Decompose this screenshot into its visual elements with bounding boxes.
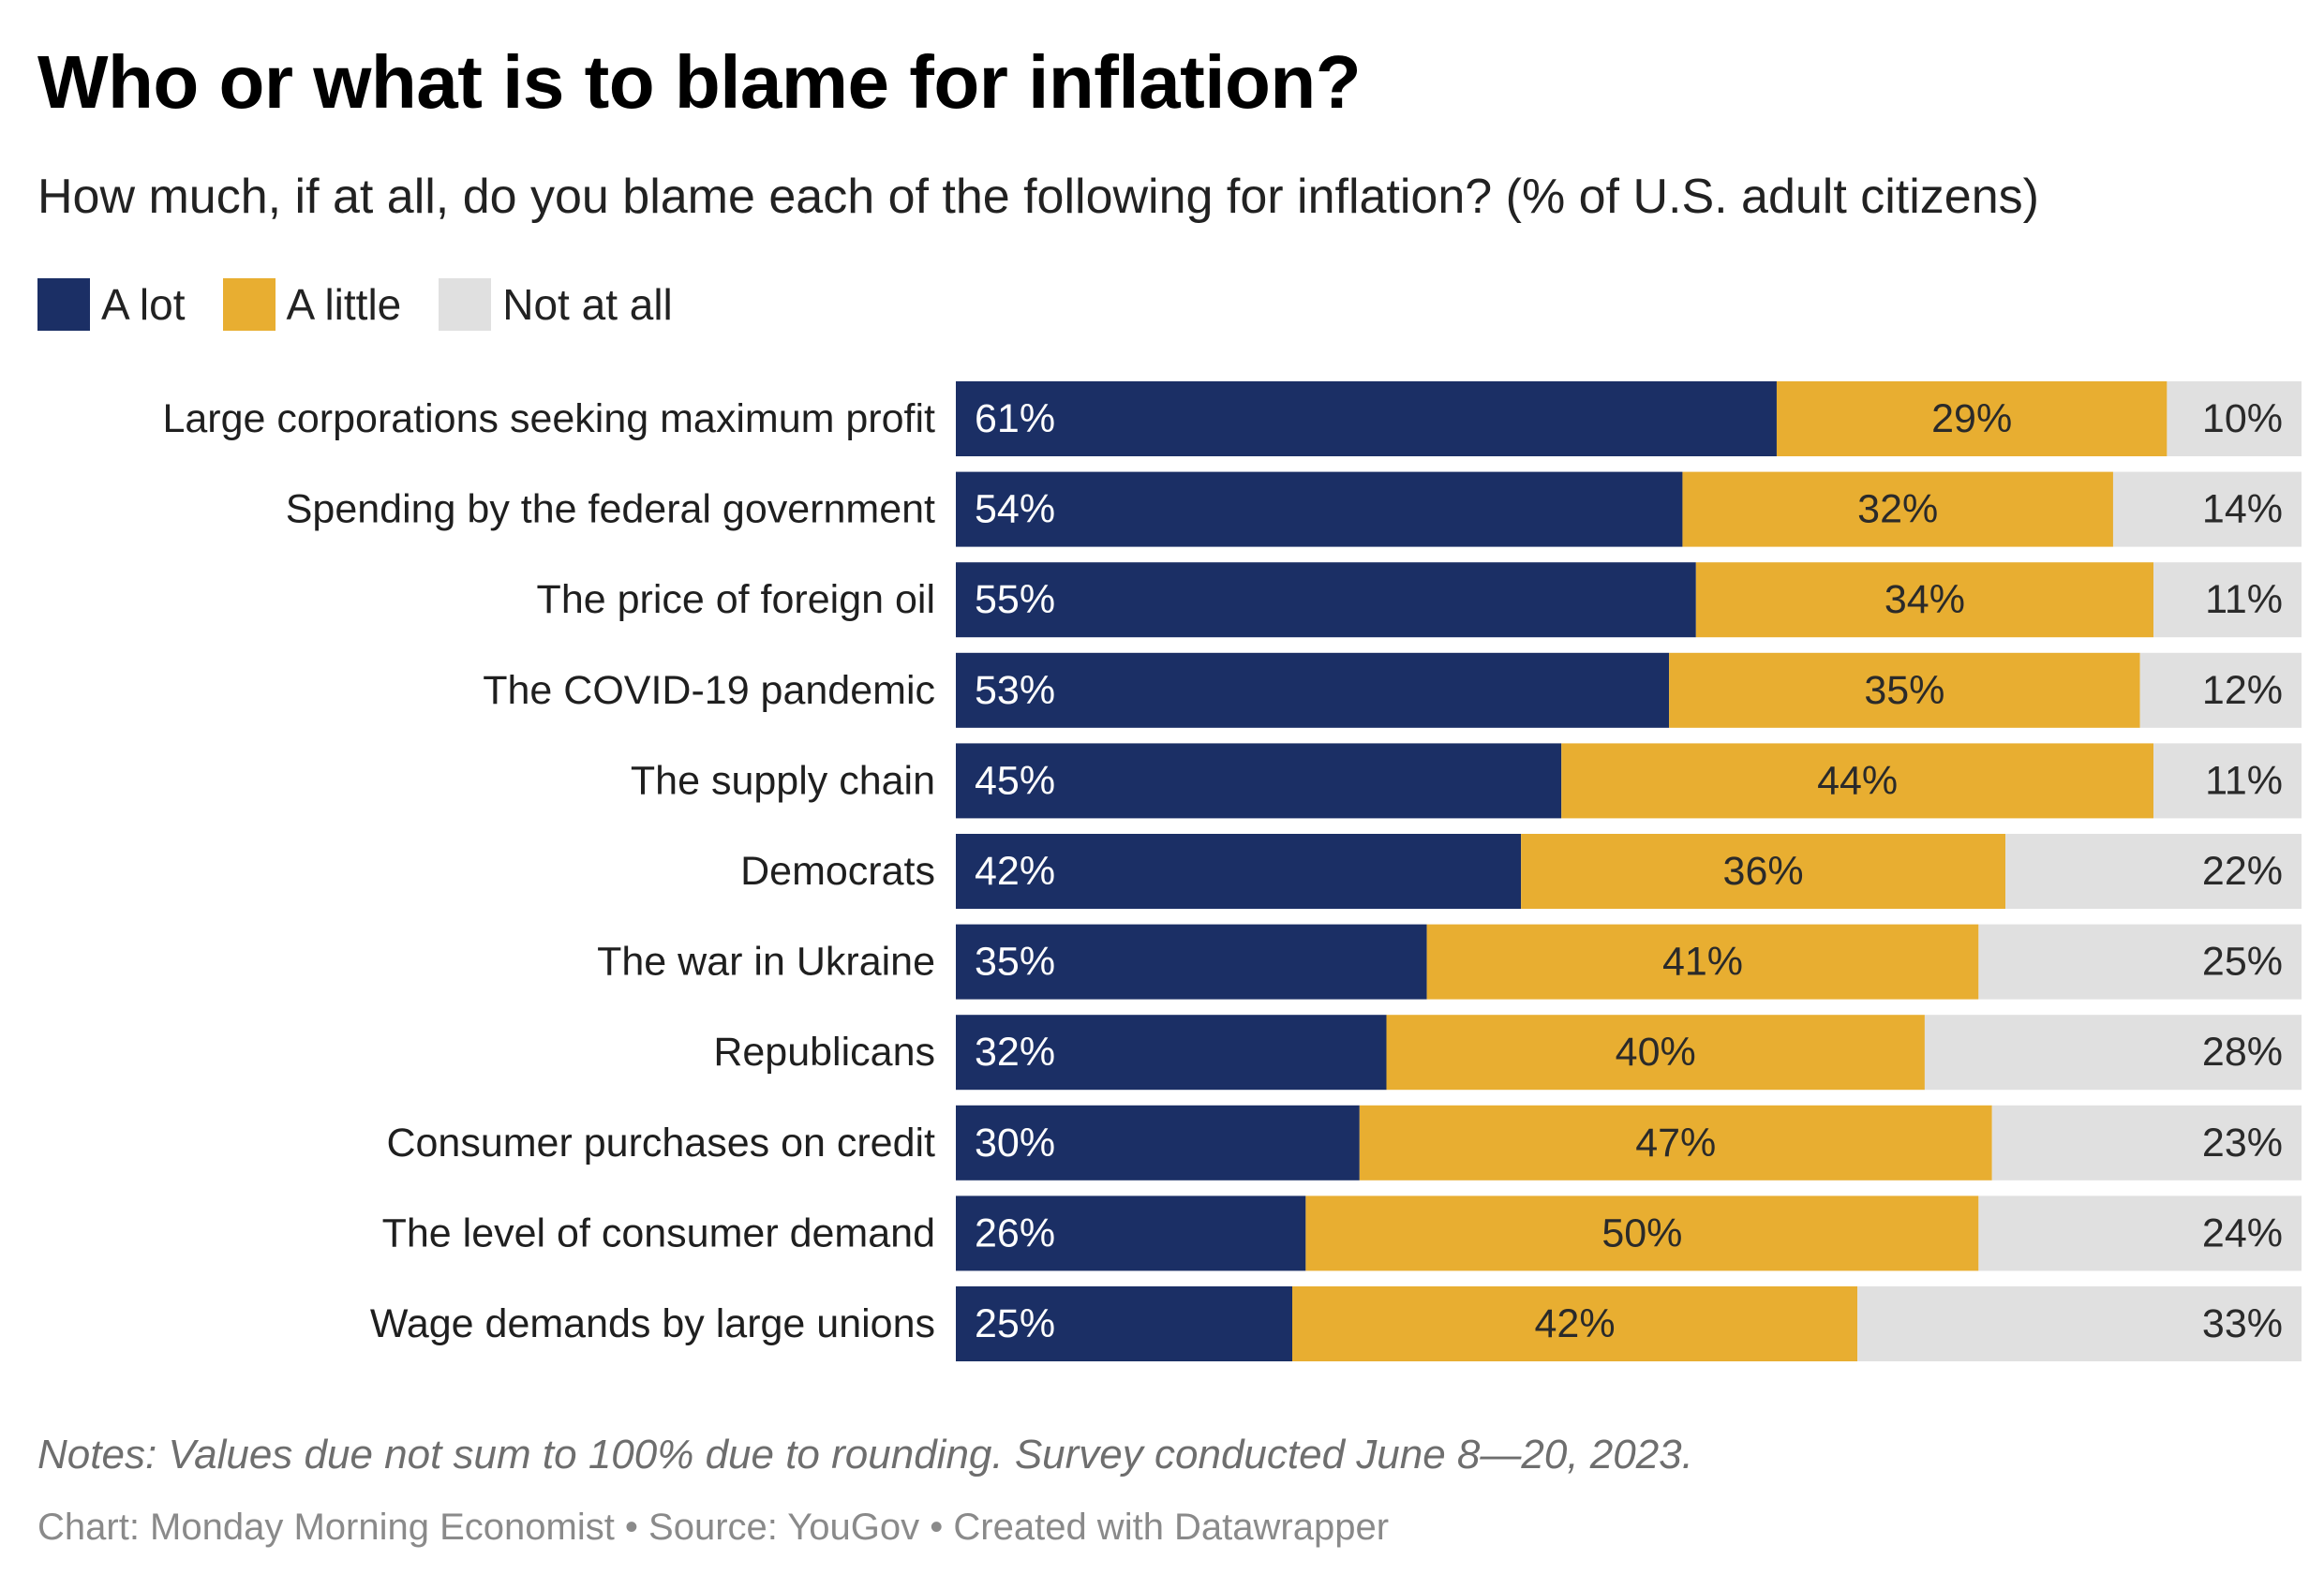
value-label-not-at-all-consumer-purchases-on-credit: 23% bbox=[2202, 1121, 2283, 1166]
value-label-a-lot-consumer-purchases-on-credit: 30% bbox=[975, 1121, 1055, 1166]
bar-a-little-the-level-of-consumer-demand bbox=[1305, 1195, 1979, 1271]
value-label-a-little-the-price-of-foreign-oil: 34% bbox=[1885, 577, 1965, 622]
legend-swatch-a-lot bbox=[37, 278, 90, 331]
legend-label-a-little: A little bbox=[286, 280, 402, 329]
category-label-the-war-in-ukraine: The war in Ukraine bbox=[597, 940, 935, 985]
value-label-not-at-all-wage-demands-by-large-unions: 33% bbox=[2202, 1301, 2283, 1346]
category-label-wage-demands-by-large-unions: Wage demands by large unions bbox=[370, 1301, 935, 1346]
bar-a-lot-democrats bbox=[956, 834, 1522, 909]
legend-label-not-at-all: Not at all bbox=[502, 280, 673, 329]
bar-a-lot-spending-by-the-federal-government bbox=[956, 471, 1683, 547]
category-label-the-supply-chain: The supply chain bbox=[631, 758, 935, 803]
legend-swatch-not-at-all bbox=[439, 278, 492, 331]
value-label-a-lot-the-price-of-foreign-oil: 55% bbox=[975, 577, 1055, 622]
value-label-a-little-the-covid-19-pandemic: 35% bbox=[1864, 668, 1944, 713]
bar-a-lot-the-covid-19-pandemic bbox=[956, 652, 1670, 728]
value-label-not-at-all-spending-by-the-federal-government: 14% bbox=[2202, 487, 2283, 532]
value-label-a-lot-the-level-of-consumer-demand: 26% bbox=[975, 1210, 1055, 1255]
chart-subtitle: How much, if at all, do you blame each o… bbox=[37, 170, 2039, 224]
category-label-the-covid-19-pandemic: The COVID-19 pandemic bbox=[483, 668, 935, 713]
bar-a-little-wage-demands-by-large-unions bbox=[1292, 1286, 1858, 1361]
category-label-democrats: Democrats bbox=[740, 849, 935, 894]
legend-swatch-a-little bbox=[222, 278, 276, 331]
value-label-not-at-all-democrats: 22% bbox=[2202, 849, 2283, 894]
value-label-a-lot-large-corporations-seeking-maximum-profit: 61% bbox=[975, 396, 1055, 441]
bar-a-lot-republicans bbox=[956, 1015, 1387, 1091]
bar-a-little-consumer-purchases-on-credit bbox=[1359, 1105, 1992, 1181]
bar-a-lot-the-supply-chain bbox=[956, 743, 1562, 819]
chart-credits: Chart: Monday Morning Economist • Source… bbox=[37, 1507, 1390, 1548]
bar-not-at-all-large-corporations-seeking-maximum-profit bbox=[2167, 381, 2302, 456]
bar-not-at-all-spending-by-the-federal-government bbox=[2112, 471, 2302, 547]
value-label-not-at-all-republicans: 28% bbox=[2202, 1030, 2283, 1075]
legend-item-not-at-all: Not at all bbox=[439, 278, 673, 331]
bar-a-little-the-war-in-ukraine bbox=[1426, 924, 1979, 1000]
category-label-spending-by-the-federal-government: Spending by the federal government bbox=[286, 487, 935, 532]
bar-not-at-all-consumer-purchases-on-credit bbox=[1991, 1105, 2302, 1181]
value-label-a-little-consumer-purchases-on-credit: 47% bbox=[1635, 1121, 1716, 1166]
value-label-a-lot-republicans: 32% bbox=[975, 1030, 1055, 1075]
bar-a-lot-the-level-of-consumer-demand bbox=[956, 1195, 1306, 1271]
value-label-a-little-republicans: 40% bbox=[1616, 1030, 1696, 1075]
bar-a-lot-consumer-purchases-on-credit bbox=[956, 1105, 1360, 1181]
value-label-a-little-the-level-of-consumer-demand: 50% bbox=[1601, 1210, 1682, 1255]
bar-a-little-democrats bbox=[1521, 834, 2006, 909]
bar-a-lot-large-corporations-seeking-maximum-profit bbox=[956, 381, 1777, 456]
category-label-large-corporations-seeking-maximum-profit: Large corporations seeking maximum profi… bbox=[162, 396, 935, 441]
bar-a-lot-the-price-of-foreign-oil bbox=[956, 562, 1696, 638]
value-label-a-lot-democrats: 42% bbox=[975, 849, 1055, 894]
category-label-the-level-of-consumer-demand: The level of consumer demand bbox=[382, 1210, 935, 1255]
bar-a-lot-wage-demands-by-large-unions bbox=[956, 1286, 1292, 1361]
bar-a-little-the-price-of-foreign-oil bbox=[1695, 562, 2154, 638]
bar-not-at-all-the-price-of-foreign-oil bbox=[2153, 562, 2302, 638]
legend-label-a-lot: A lot bbox=[101, 280, 186, 329]
value-label-a-little-the-war-in-ukraine: 41% bbox=[1662, 940, 1743, 985]
category-label-republicans: Republicans bbox=[713, 1030, 935, 1075]
legend-item-a-lot: A lot bbox=[37, 278, 186, 331]
value-label-a-lot-the-supply-chain: 45% bbox=[975, 758, 1055, 803]
bar-a-little-large-corporations-seeking-maximum-profit bbox=[1776, 381, 2168, 456]
chart-notes: Notes: Values due not sum to 100% due to… bbox=[37, 1432, 1693, 1478]
value-label-a-little-large-corporations-seeking-maximum-profit: 29% bbox=[1931, 396, 2012, 441]
legend: A lot A little Not at all bbox=[37, 276, 710, 333]
value-label-not-at-all-the-price-of-foreign-oil: 11% bbox=[2205, 577, 2283, 622]
bar-not-at-all-the-level-of-consumer-demand bbox=[1978, 1195, 2302, 1271]
bar-not-at-all-the-covid-19-pandemic bbox=[2139, 652, 2302, 728]
bar-not-at-all-wage-demands-by-large-unions bbox=[1857, 1286, 2302, 1361]
bar-a-little-spending-by-the-federal-government bbox=[1682, 471, 2113, 547]
value-label-a-lot-spending-by-the-federal-government: 54% bbox=[975, 487, 1055, 532]
value-label-not-at-all-the-war-in-ukraine: 25% bbox=[2202, 940, 2283, 985]
value-label-a-lot-wage-demands-by-large-unions: 25% bbox=[975, 1301, 1055, 1346]
bar-not-at-all-the-supply-chain bbox=[2153, 743, 2302, 819]
value-label-a-little-democrats: 36% bbox=[1723, 849, 1804, 894]
value-label-a-little-wage-demands-by-large-unions: 42% bbox=[1535, 1301, 1616, 1346]
bar-not-at-all-republicans bbox=[1924, 1015, 2302, 1091]
bar-a-little-the-supply-chain bbox=[1561, 743, 2154, 819]
value-label-not-at-all-the-level-of-consumer-demand: 24% bbox=[2202, 1210, 2283, 1255]
value-label-a-little-the-supply-chain: 44% bbox=[1817, 758, 1898, 803]
value-label-not-at-all-large-corporations-seeking-maximum-profit: 10% bbox=[2202, 396, 2283, 441]
value-label-not-at-all-the-covid-19-pandemic: 12% bbox=[2202, 668, 2283, 713]
bar-a-lot-the-war-in-ukraine bbox=[956, 924, 1427, 1000]
category-label-the-price-of-foreign-oil: The price of foreign oil bbox=[537, 577, 935, 622]
category-label-consumer-purchases-on-credit: Consumer purchases on credit bbox=[386, 1121, 935, 1166]
bar-a-little-the-covid-19-pandemic bbox=[1669, 652, 2140, 728]
legend-item-a-little: A little bbox=[222, 278, 402, 331]
value-label-a-lot-the-covid-19-pandemic: 53% bbox=[975, 668, 1055, 713]
bar-a-little-republicans bbox=[1386, 1015, 1925, 1091]
value-label-a-lot-the-war-in-ukraine: 35% bbox=[975, 940, 1055, 985]
value-label-a-little-spending-by-the-federal-government: 32% bbox=[1857, 487, 1938, 532]
value-label-not-at-all-the-supply-chain: 11% bbox=[2205, 758, 2283, 803]
bar-not-at-all-the-war-in-ukraine bbox=[1978, 924, 2302, 1000]
bar-not-at-all-democrats bbox=[2005, 834, 2302, 909]
chart-title: Who or what is to blame for inflation? bbox=[37, 40, 1362, 124]
